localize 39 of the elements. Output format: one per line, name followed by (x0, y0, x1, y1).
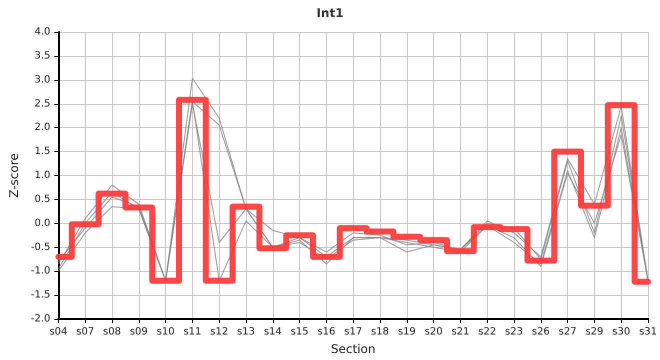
y-tick-label: 3.5 (34, 50, 50, 62)
y-tick-label: 2.0 (34, 122, 50, 134)
y-tick-label: 0.0 (34, 218, 50, 229)
x-axis-title: Section (330, 342, 376, 356)
x-tick-label: s15 (290, 326, 309, 338)
x-tick-label: s31 (639, 326, 657, 338)
y-tick-label: 4.0 (34, 26, 50, 38)
x-tick-label: s09 (130, 326, 148, 338)
x-tick-label: s07 (76, 326, 94, 338)
x-tick-label: s27 (558, 326, 577, 338)
chart-title: Int1 (316, 6, 344, 20)
x-tick-label: s13 (237, 326, 255, 338)
y-tick-label: -1.5 (30, 290, 50, 301)
x-tick-label: s18 (371, 326, 389, 338)
x-tick-label: s21 (451, 326, 470, 338)
x-tick-label: s17 (344, 326, 362, 338)
x-tick-label: s11 (183, 326, 202, 338)
y-tick-label: -1.0 (30, 266, 50, 277)
x-tick-label: s30 (612, 326, 630, 338)
y-tick-label: 2.5 (34, 98, 50, 110)
x-tick-label: s20 (424, 326, 443, 338)
y-tick-label: -0.5 (30, 242, 50, 253)
x-tick-label: s16 (317, 326, 336, 338)
x-tick-label: s12 (210, 326, 228, 338)
y-tick-label: 3.0 (34, 74, 50, 86)
y-tick-label: 1.0 (34, 170, 50, 181)
y-tick-label: -2.0 (30, 314, 50, 324)
x-tick-label: s19 (398, 326, 416, 338)
x-tick-label: s04 (49, 326, 68, 338)
x-tick-label: s08 (103, 326, 121, 338)
x-tick-label: s10 (156, 326, 175, 338)
y-tick-label: 1.5 (34, 146, 50, 158)
y-tick-label: 0.5 (34, 194, 50, 205)
x-tick-label: s22 (478, 326, 496, 338)
y-axis-title: Z-score (7, 153, 21, 198)
x-tick-label: s23 (505, 326, 523, 338)
x-tick-label: s14 (264, 326, 282, 338)
x-tick-label: s26 (532, 326, 550, 338)
x-tick-label: s29 (585, 326, 604, 338)
